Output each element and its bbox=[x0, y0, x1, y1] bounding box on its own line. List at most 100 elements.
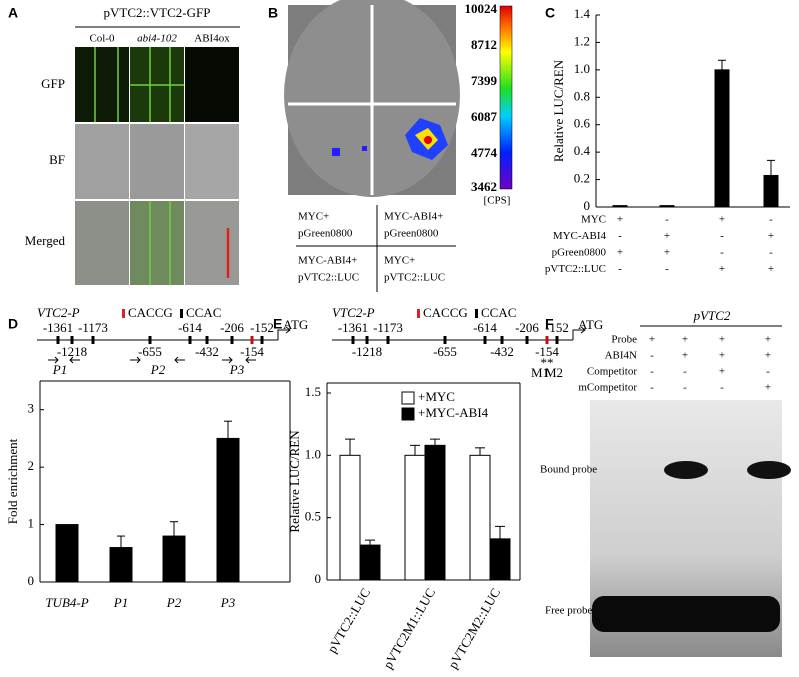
site-label: -152 bbox=[545, 320, 569, 335]
bar bbox=[424, 444, 446, 581]
site-mark bbox=[250, 336, 254, 344]
colorbar-tick: 7399 bbox=[471, 73, 498, 88]
y-tick-label: 0.2 bbox=[574, 171, 590, 186]
quadrant-label: pGreen0800 bbox=[298, 228, 353, 240]
row-label: Probe bbox=[611, 334, 637, 346]
bar bbox=[489, 538, 511, 581]
condition-sign: - bbox=[769, 247, 773, 259]
panel-letter: D bbox=[8, 316, 18, 332]
quadrant-label: MYC-ABI4+ bbox=[298, 255, 357, 267]
site-mark bbox=[365, 336, 369, 344]
sign: - bbox=[720, 382, 724, 394]
x-tick-label: P1 bbox=[113, 595, 128, 610]
bar bbox=[469, 454, 491, 581]
bar bbox=[612, 205, 628, 208]
condition-sign: - bbox=[720, 247, 724, 259]
y-axis-label: Relative LUC/REN bbox=[551, 59, 566, 162]
y-tick-label: 0.5 bbox=[305, 509, 321, 524]
motif-mark bbox=[475, 309, 478, 318]
site-mark bbox=[205, 336, 209, 344]
y-tick-label: 2 bbox=[28, 458, 35, 473]
site-mark bbox=[443, 336, 447, 344]
legend-label: +MYC-ABI4 bbox=[418, 405, 489, 420]
bar bbox=[162, 535, 186, 583]
colorbar-unit: [CPS] bbox=[484, 195, 511, 207]
site-mark bbox=[545, 336, 549, 344]
column-label: ABI4ox bbox=[194, 33, 230, 45]
y-tick-label: 0 bbox=[28, 573, 35, 588]
site-label: -152 bbox=[250, 320, 274, 335]
primer-arrow bbox=[48, 356, 80, 364]
motif-mark bbox=[417, 309, 420, 318]
quadrant-label: MYC-ABI4+ bbox=[384, 211, 443, 223]
condition-sign: + bbox=[664, 247, 670, 259]
condition-label: pVTC2::LUC bbox=[545, 263, 606, 275]
site-label: -1218 bbox=[352, 344, 382, 359]
column-label: Col-0 bbox=[89, 33, 115, 45]
y-tick-label: 1.0 bbox=[574, 61, 590, 76]
primer-label: P2 bbox=[150, 362, 166, 377]
quadrant-label: MYC+ bbox=[298, 211, 329, 223]
site-mark bbox=[483, 336, 487, 344]
column-label: abi4-102 bbox=[137, 33, 177, 45]
x-tick-label: pVTC2::LUC bbox=[324, 585, 373, 655]
primer-label: P3 bbox=[229, 362, 245, 377]
y-tick-label: 1.2 bbox=[574, 33, 590, 48]
row-label: mCompetitor bbox=[578, 382, 637, 394]
site-mark bbox=[188, 336, 192, 344]
site-mark bbox=[386, 336, 390, 344]
promoter-name: VTC2-P bbox=[332, 305, 375, 320]
promoter-name: VTC2-P bbox=[37, 305, 80, 320]
row-label: GFP bbox=[41, 76, 65, 91]
condition-sign: - bbox=[618, 263, 622, 275]
mutant-label: M2 bbox=[545, 365, 563, 380]
legend-swatch bbox=[401, 391, 415, 405]
site-label: -432 bbox=[490, 344, 514, 359]
condition-sign: - bbox=[618, 230, 622, 242]
site-label: -1173 bbox=[78, 320, 108, 335]
site-mark bbox=[555, 336, 559, 344]
band-label: Free probe bbox=[545, 605, 592, 617]
y-tick-label: 0.6 bbox=[574, 116, 591, 131]
site-label: -154 bbox=[240, 344, 264, 359]
bar bbox=[109, 547, 133, 583]
site-mark bbox=[500, 336, 504, 344]
row-label: BF bbox=[49, 152, 65, 167]
motif-label: CCAC bbox=[186, 305, 221, 320]
site-label: -1173 bbox=[373, 320, 403, 335]
primer-arrow bbox=[222, 356, 256, 364]
legend-swatch bbox=[401, 407, 415, 421]
colorbar-tick: 4774 bbox=[471, 145, 498, 160]
bar bbox=[216, 437, 240, 583]
mutant-marks: ** bbox=[541, 355, 554, 370]
y-axis-label: Fold enrichment bbox=[5, 438, 20, 524]
sign: + bbox=[719, 334, 725, 346]
condition-sign: + bbox=[664, 230, 670, 242]
site-mark bbox=[525, 336, 529, 344]
motif-mark bbox=[122, 309, 125, 318]
start-arrow bbox=[277, 326, 291, 340]
site-label: -432 bbox=[195, 344, 219, 359]
condition-sign: - bbox=[665, 214, 669, 226]
site-mark bbox=[260, 336, 264, 344]
y-tick-label: 3 bbox=[28, 401, 35, 416]
condition-sign: - bbox=[720, 230, 724, 242]
motif-label: CCAC bbox=[481, 305, 516, 320]
panel-letter: E bbox=[273, 316, 282, 332]
condition-sign: + bbox=[617, 247, 623, 259]
condition-sign: + bbox=[617, 214, 623, 226]
y-tick-label: 0.8 bbox=[574, 88, 590, 103]
condition-label: MYC-ABI4 bbox=[553, 230, 607, 242]
site-label: -655 bbox=[138, 344, 162, 359]
quadrant-label: pVTC2::LUC bbox=[384, 272, 445, 284]
site-mark bbox=[70, 336, 74, 344]
sign: + bbox=[719, 350, 725, 362]
y-tick-label: 1.0 bbox=[305, 446, 321, 461]
condition-sign: + bbox=[768, 230, 774, 242]
panel-title: pVTC2 bbox=[693, 308, 731, 323]
bar bbox=[714, 69, 730, 208]
colorbar-tick: 8712 bbox=[471, 37, 497, 52]
site-label: -1218 bbox=[57, 344, 87, 359]
sign: - bbox=[766, 366, 770, 378]
